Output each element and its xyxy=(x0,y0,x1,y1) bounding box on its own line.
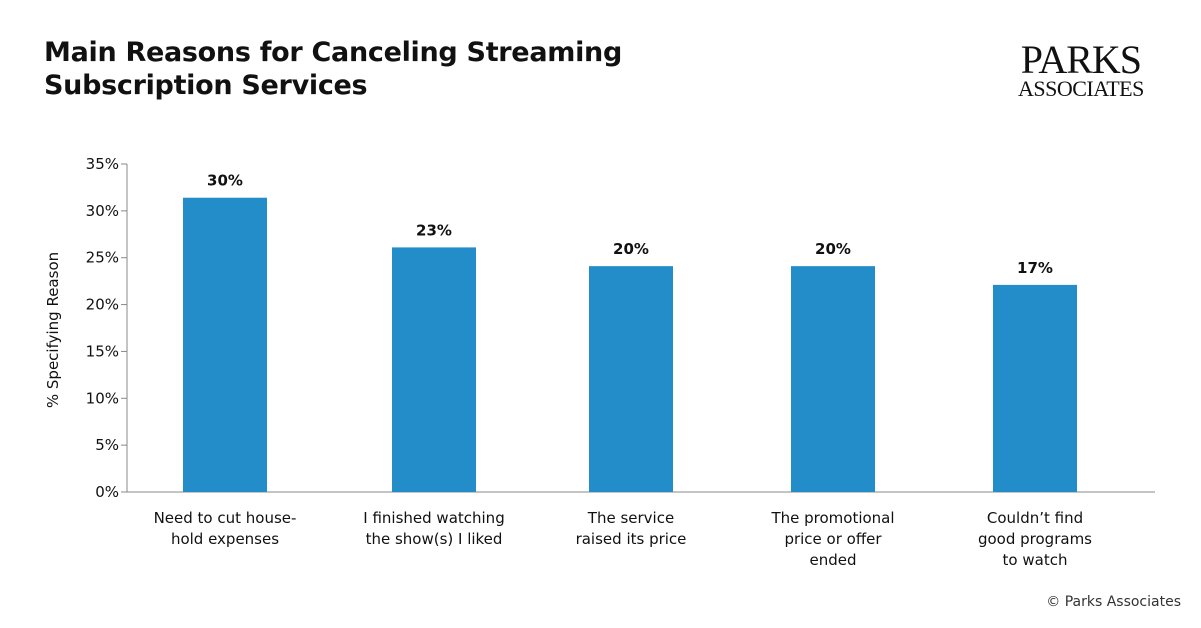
data-label: 20% xyxy=(815,240,851,258)
copyright: © Parks Associates xyxy=(1046,594,1181,610)
logo-line: PARKS xyxy=(1020,37,1142,82)
parks-associates-logo: PARKS ASSOCIATES xyxy=(1018,37,1144,101)
y-tick-label: 0% xyxy=(95,483,119,501)
data-label: 17% xyxy=(1017,259,1053,277)
bar xyxy=(791,266,875,492)
category-label: ended xyxy=(809,551,856,569)
category-label: hold expenses xyxy=(171,530,279,548)
category-label: Couldn’t find xyxy=(987,509,1083,527)
category-label: I finished watching xyxy=(363,509,504,527)
y-tick-label: 35% xyxy=(86,155,119,173)
title-line: Subscription Services xyxy=(44,70,368,101)
category-label: The promotional xyxy=(770,509,894,527)
y-tick-label: 20% xyxy=(86,296,119,314)
data-label: 30% xyxy=(207,172,243,190)
category-label: Need to cut house- xyxy=(154,509,297,527)
y-tick-label: 15% xyxy=(86,342,119,360)
y-tick-label: 30% xyxy=(86,202,119,220)
category-label: good programs xyxy=(978,530,1092,548)
bar xyxy=(183,197,267,493)
bar xyxy=(392,247,476,492)
y-axis-label: % Specifying Reason xyxy=(44,252,62,408)
y-tick-label: 5% xyxy=(95,436,119,454)
data-label: 23% xyxy=(416,221,452,239)
bar xyxy=(993,284,1077,492)
y-tick-label: 25% xyxy=(86,249,119,267)
y-tick-label: 10% xyxy=(86,389,119,407)
category-label: price or offer xyxy=(784,530,882,548)
logo-line: ASSOCIATES xyxy=(1018,76,1144,101)
category-label: to watch xyxy=(1003,551,1068,569)
title-line: Main Reasons for Canceling Streaming xyxy=(44,37,622,68)
data-label: 20% xyxy=(613,240,649,258)
category-label: The service xyxy=(587,509,674,527)
category-label: raised its price xyxy=(576,530,687,548)
bar xyxy=(589,266,673,492)
chart-title: Main Reasons for Canceling Streaming Sub… xyxy=(44,36,622,102)
category-label: the show(s) I liked xyxy=(366,530,503,548)
